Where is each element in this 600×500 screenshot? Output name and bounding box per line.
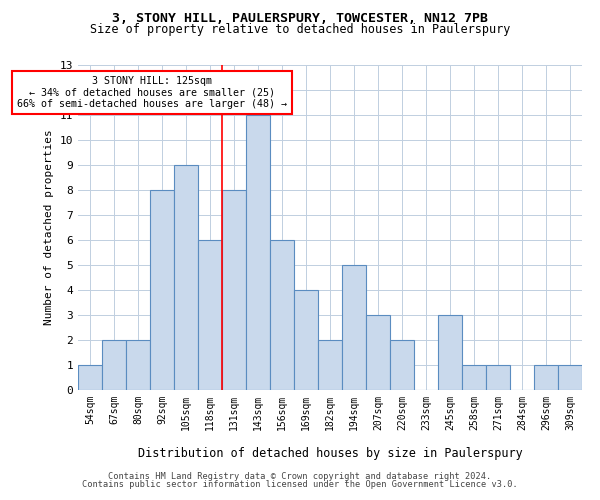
Bar [222, 190, 246, 390]
Bar [270, 240, 294, 390]
Text: Contains HM Land Registry data © Crown copyright and database right 2024.: Contains HM Land Registry data © Crown c… [109, 472, 491, 481]
Text: Distribution of detached houses by size in Paulerspury: Distribution of detached houses by size … [137, 448, 523, 460]
Bar [390, 340, 414, 390]
Bar [342, 265, 366, 390]
Text: 3, STONY HILL, PAULERSPURY, TOWCESTER, NN12 7PB: 3, STONY HILL, PAULERSPURY, TOWCESTER, N… [112, 12, 488, 26]
Bar [150, 190, 174, 390]
Text: 3 STONY HILL: 125sqm
← 34% of detached houses are smaller (25)
66% of semi-detac: 3 STONY HILL: 125sqm ← 34% of detached h… [17, 76, 287, 109]
Bar [318, 340, 342, 390]
Bar [126, 340, 150, 390]
Bar [78, 365, 102, 390]
Y-axis label: Number of detached properties: Number of detached properties [44, 130, 54, 326]
Bar [246, 115, 270, 390]
Bar [534, 365, 558, 390]
Bar [462, 365, 486, 390]
Bar [174, 165, 198, 390]
Bar [438, 315, 462, 390]
Bar [558, 365, 582, 390]
Text: Contains public sector information licensed under the Open Government Licence v3: Contains public sector information licen… [82, 480, 518, 489]
Bar [198, 240, 222, 390]
Bar [366, 315, 390, 390]
Bar [294, 290, 318, 390]
Bar [486, 365, 510, 390]
Bar [102, 340, 126, 390]
Text: Size of property relative to detached houses in Paulerspury: Size of property relative to detached ho… [90, 24, 510, 36]
